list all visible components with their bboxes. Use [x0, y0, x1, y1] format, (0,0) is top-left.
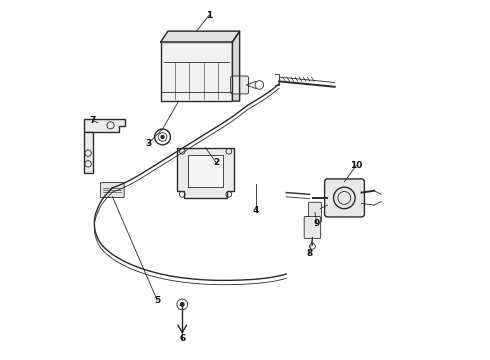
FancyBboxPatch shape — [231, 76, 248, 94]
FancyBboxPatch shape — [304, 217, 320, 238]
Text: 6: 6 — [179, 334, 185, 343]
Polygon shape — [161, 31, 240, 42]
Text: 7: 7 — [89, 116, 96, 125]
Text: 2: 2 — [213, 158, 220, 167]
Polygon shape — [188, 155, 223, 187]
FancyBboxPatch shape — [100, 183, 124, 198]
FancyBboxPatch shape — [309, 202, 321, 222]
Text: 1: 1 — [206, 10, 212, 19]
FancyBboxPatch shape — [324, 179, 365, 217]
Polygon shape — [177, 148, 234, 198]
Polygon shape — [232, 31, 240, 101]
Text: 8: 8 — [306, 249, 313, 258]
Text: 4: 4 — [252, 206, 259, 215]
Polygon shape — [84, 132, 93, 173]
Polygon shape — [84, 119, 125, 132]
Text: 9: 9 — [314, 219, 320, 228]
Circle shape — [180, 303, 184, 306]
Bar — [161, 42, 232, 101]
Text: 5: 5 — [154, 296, 160, 305]
Text: 10: 10 — [350, 161, 363, 170]
Text: 3: 3 — [145, 139, 151, 148]
Circle shape — [161, 135, 164, 138]
